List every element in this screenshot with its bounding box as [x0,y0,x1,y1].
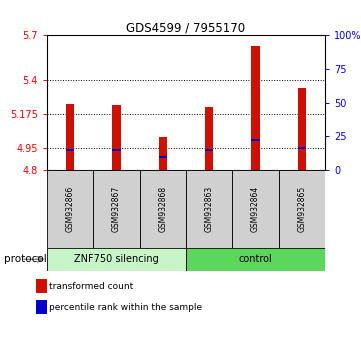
Text: GSM932868: GSM932868 [158,186,167,232]
Bar [112,105,121,170]
Bar [66,104,74,170]
Bar [158,156,167,158]
Text: GSM932865: GSM932865 [297,186,306,232]
Text: GSM932866: GSM932866 [66,186,75,232]
Bar [140,170,186,248]
Bar [66,149,74,151]
Bar [232,170,279,248]
Bar [36,280,47,293]
Text: GSM932867: GSM932867 [112,186,121,232]
Bar [47,248,186,271]
Bar [186,170,232,248]
Bar [205,107,213,170]
Text: protocol: protocol [4,254,46,264]
Bar [251,139,260,141]
Bar [297,147,306,149]
Text: GSM932863: GSM932863 [205,186,214,232]
Bar [251,46,260,170]
Bar [186,248,325,271]
Bar [47,170,93,248]
Bar [158,137,167,170]
Bar [205,149,213,151]
Text: transformed count: transformed count [48,282,133,291]
Bar [112,149,121,151]
Text: ZNF750 silencing: ZNF750 silencing [74,254,159,264]
Bar [93,170,140,248]
Bar [279,170,325,248]
Text: GSM932864: GSM932864 [251,186,260,232]
Title: GDS4599 / 7955170: GDS4599 / 7955170 [126,21,245,34]
Bar [297,88,306,170]
Bar [36,300,47,314]
Text: control: control [239,254,272,264]
Text: percentile rank within the sample: percentile rank within the sample [48,303,202,312]
